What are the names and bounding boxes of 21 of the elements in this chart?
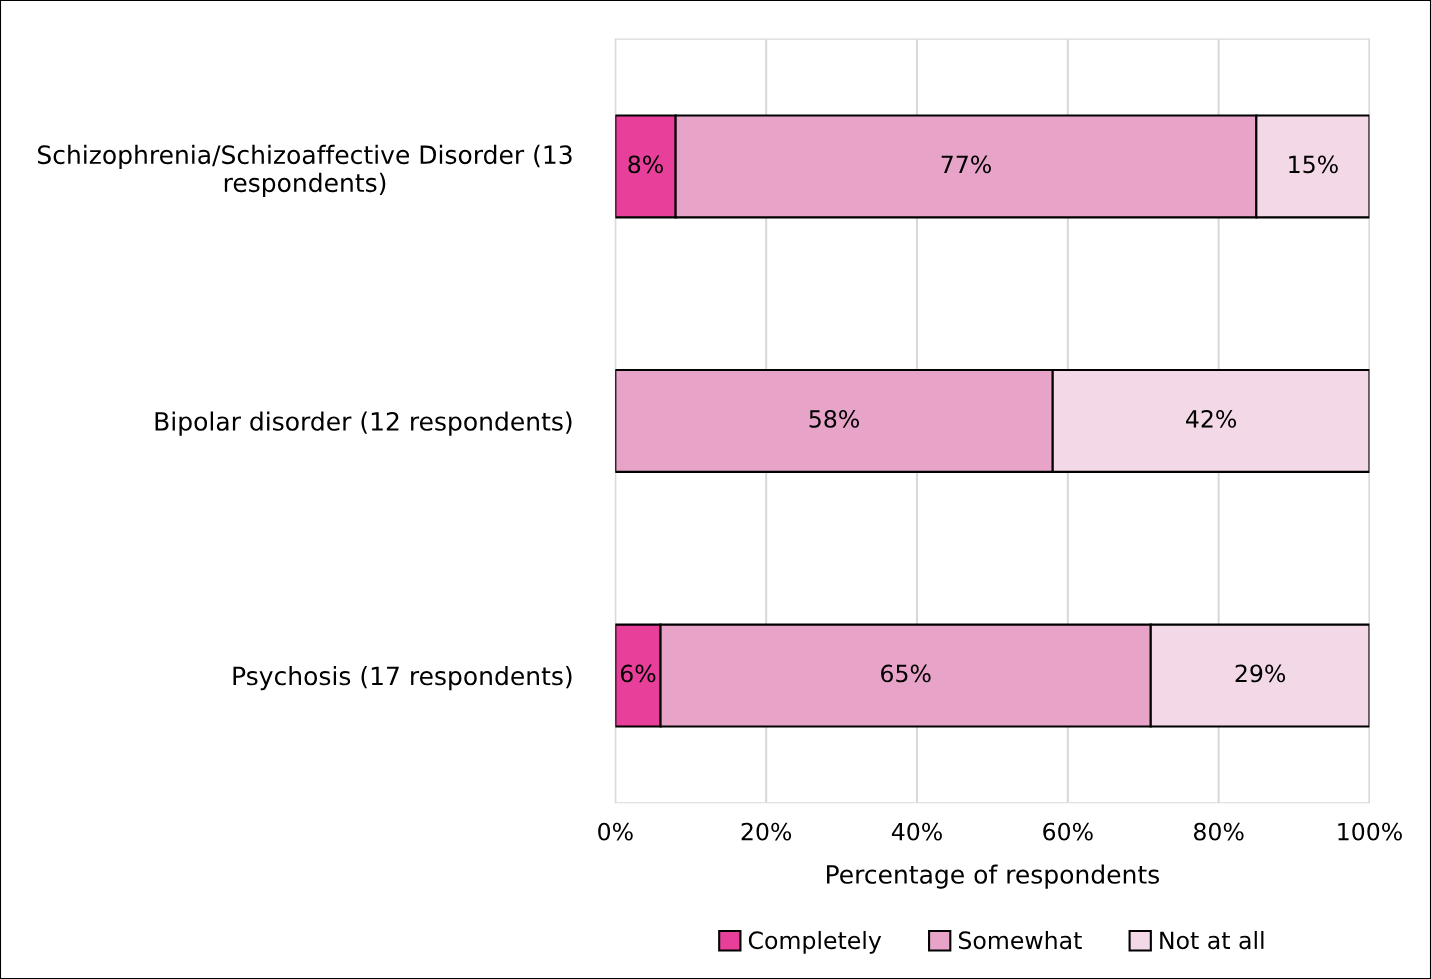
y-tick-label: Schizophrenia/Schizoaffective Disorder (13 respondents) (38, 144, 572, 198)
data-label: 29% (1235, 664, 1286, 683)
data-label: 8% (628, 155, 663, 174)
data-label: 58% (809, 409, 859, 428)
legend-label: Not at all (1160, 930, 1264, 950)
x-tick-label: 40% (891, 822, 942, 841)
x-tick-label: 80% (1194, 822, 1244, 841)
data-label: 15% (1289, 155, 1338, 174)
x-tick-label: 20% (741, 822, 792, 841)
data-label: 77% (941, 155, 991, 174)
y-tick-label: Bipolar disorder (12 respondents) (155, 411, 572, 436)
x-tick-label: 0% (598, 822, 633, 841)
y-tick-label: Psychosis (17 respondents) (233, 666, 572, 691)
x-tick-label: 100% (1338, 822, 1402, 841)
data-label: 42% (1186, 409, 1237, 428)
legend-label: Completely (748, 930, 882, 954)
x-tick-label: 60% (1043, 822, 1093, 841)
data-label: 6% (620, 664, 656, 683)
data-label: 65% (881, 664, 931, 683)
x-axis-title: Percentage of respondents (827, 864, 1159, 889)
legend-label: Somewhat (958, 930, 1082, 950)
